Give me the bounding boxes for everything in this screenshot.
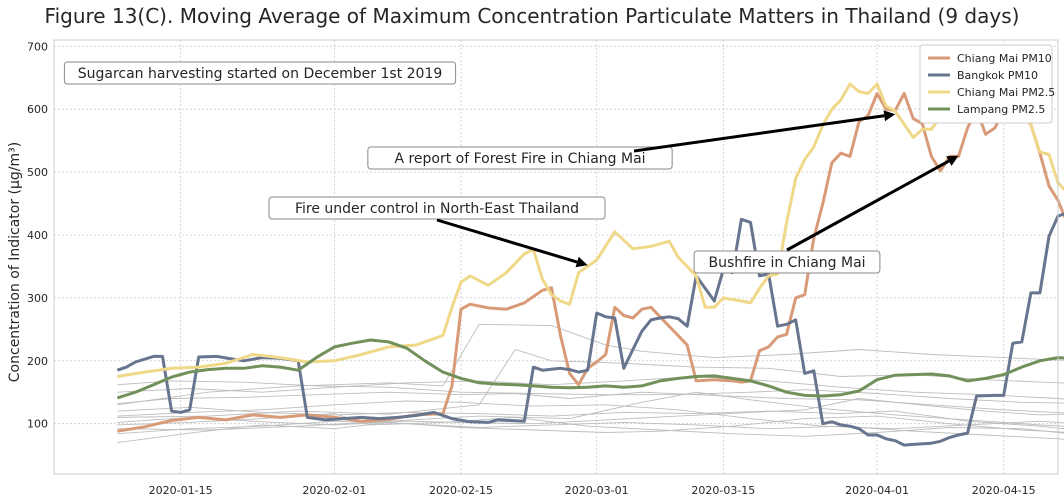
annotation-arrow-shaft [633, 114, 885, 153]
plot-area: 2020-01-15 2020-02-01 2020-02-15 2020-03-01… [27, 39, 1064, 497]
y-tick-label: 500 [27, 166, 48, 179]
annotation-layer: Sugarcan harvesting started on December … [63, 61, 959, 274]
background-series-line [117, 415, 1064, 444]
legend: Chiang Mai PM10 Bangkok PM10 Chiang Mai PM… [919, 44, 1055, 124]
annotation-box [693, 250, 881, 274]
annotation-arrow-head [883, 110, 896, 122]
plot-frame [53, 39, 1059, 475]
annotation-text: Bushfire in Chiang Mai [708, 255, 865, 271]
legend-label-1: Bangkok PM10 [957, 69, 1038, 82]
background-series-line [117, 413, 1064, 437]
y-tick-label: 200 [27, 355, 48, 368]
annotation-0: Sugarcan harvesting started on December … [63, 61, 457, 85]
background-series-line [117, 391, 1064, 414]
background-series-line [117, 400, 1064, 430]
legend-label-0: Chiang Mai PM10 [957, 52, 1052, 65]
annotation-arrow-shaft [436, 218, 578, 264]
x-tick-label: 2020-03-01 [565, 484, 629, 497]
annotation-1: A report of Forest Fire in Chiang Mai [367, 110, 896, 170]
annotation-box [63, 61, 457, 85]
x-tick-label: 2020-04-15 [972, 484, 1036, 497]
legend-label-2: Chiang Mai PM2.5 [957, 86, 1055, 99]
background-series-line [117, 380, 1064, 404]
background-series-line [117, 376, 1064, 400]
annotation-arrow-head [575, 256, 588, 268]
x-tick-label: 2020-02-01 [302, 484, 366, 497]
background-series-line [117, 420, 1064, 440]
background-series-line [117, 348, 1064, 418]
x-tick-label: 2020-03-15 [691, 484, 755, 497]
y-tick-label: 400 [27, 229, 48, 242]
y-axis-label: Concentration of Indicator (µg/m³) [7, 142, 23, 382]
y-tick-label: 600 [27, 103, 48, 116]
annotation-arrow-head [946, 155, 959, 166]
annotation-box [367, 146, 673, 170]
annotation-arrow-shaft [786, 159, 950, 252]
y-tick-label: 300 [27, 292, 48, 305]
y-tick-label: 700 [27, 40, 48, 53]
x-tick-label: 2020-04-01 [845, 484, 909, 497]
annotation-box [268, 196, 606, 220]
series-line-3 [116, 338, 1064, 400]
background-series-line [117, 406, 1064, 430]
annotation-2: Fire under control in North-East Thailan… [268, 196, 606, 268]
annotation-text: Sugarcan harvesting started on December … [78, 66, 443, 82]
annotation-text: Fire under control in North-East Thailan… [295, 201, 579, 217]
legend-label-3: Lampang PM2.5 [957, 103, 1045, 116]
background-series-line [117, 323, 1064, 406]
chart-title: Figure 13(C). Moving Average of Maximum … [45, 4, 1020, 28]
annotation-text: A report of Forest Fire in Chiang Mai [394, 151, 645, 167]
annotation-3: Bushfire in Chiang Mai [693, 155, 959, 274]
x-tick-label: 2020-01-15 [149, 484, 213, 497]
background-series-line [117, 398, 1064, 426]
x-tick-label: 2020-02-15 [429, 484, 493, 497]
series-line-1 [116, 212, 1064, 447]
series-line-0 [117, 92, 1064, 433]
y-tick-label: 100 [27, 418, 48, 431]
legend-frame [919, 44, 1053, 124]
background-series-line [117, 391, 1064, 431]
